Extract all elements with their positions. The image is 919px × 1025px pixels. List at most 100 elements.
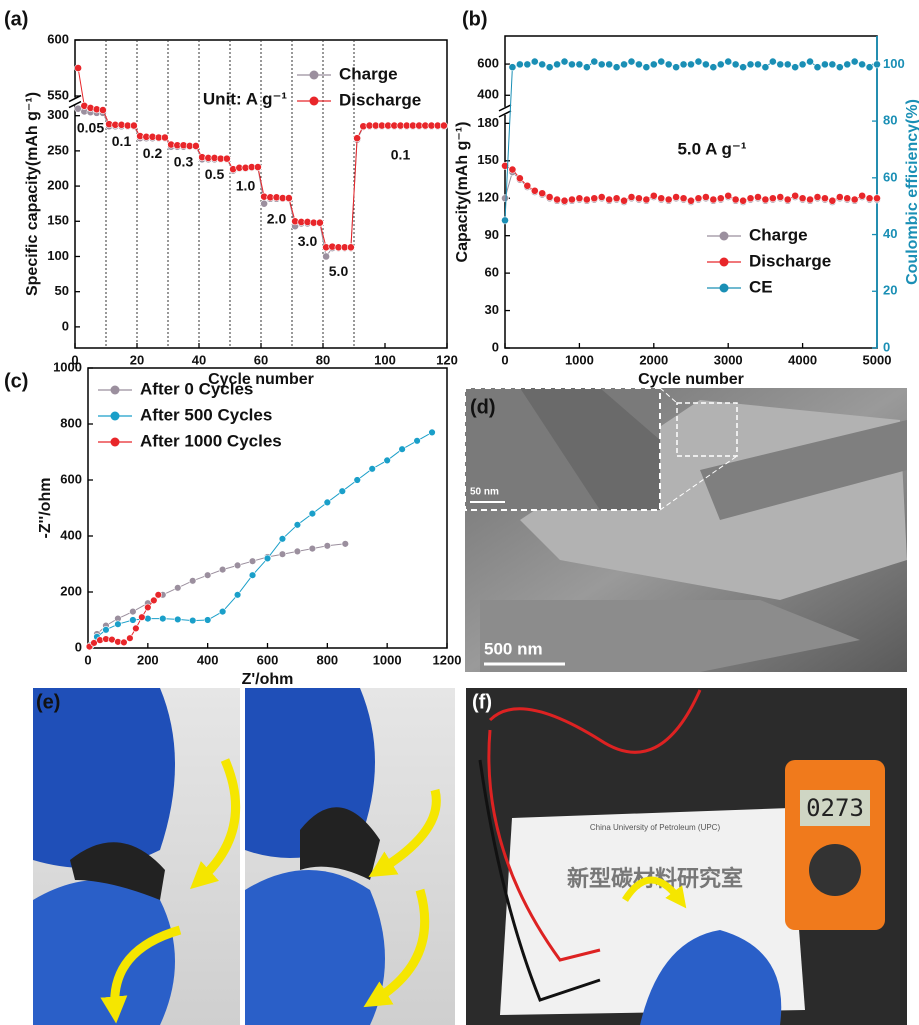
- data-point: [814, 64, 821, 71]
- data-point: [204, 617, 211, 624]
- data-point: [620, 61, 627, 68]
- data-point: [309, 545, 316, 552]
- data-point: [99, 106, 106, 113]
- data-point: [829, 61, 836, 68]
- data-point: [234, 591, 241, 598]
- y2-tick-label: 0: [883, 339, 890, 354]
- data-point: [204, 572, 211, 579]
- legend-label: Charge: [749, 225, 808, 244]
- series-line: [505, 166, 877, 201]
- data-point: [628, 58, 635, 65]
- x-tick-label: 3000: [714, 352, 743, 367]
- x-tick-label: 200: [137, 652, 159, 667]
- annotation: Unit: A g⁻¹: [203, 89, 288, 108]
- glove: [33, 880, 175, 1025]
- data-point: [144, 604, 151, 611]
- data-point: [665, 196, 672, 203]
- data-point: [739, 64, 746, 71]
- data-point: [873, 195, 880, 202]
- data-point: [613, 64, 620, 71]
- data-point: [717, 195, 724, 202]
- data-point: [777, 193, 784, 200]
- legend-marker: [111, 386, 120, 395]
- y-tick-label: 400: [60, 527, 82, 542]
- data-point: [598, 193, 605, 200]
- x-tick-label: 120: [436, 352, 458, 367]
- data-point: [150, 597, 157, 604]
- legend-label: Discharge: [339, 90, 421, 109]
- x-tick-label: 1000: [373, 652, 402, 667]
- legend-label: Discharge: [749, 251, 831, 270]
- data-point: [144, 615, 151, 622]
- data-point: [75, 64, 82, 71]
- data-point: [524, 182, 531, 189]
- y2-tick-label: 20: [883, 283, 897, 298]
- data-point: [509, 166, 516, 173]
- data-point: [399, 446, 406, 453]
- data-point: [844, 61, 851, 68]
- data-point: [132, 625, 139, 632]
- data-point: [546, 64, 553, 71]
- y-tick-label: 0: [62, 318, 69, 333]
- data-point: [814, 193, 821, 200]
- y-tick-label: 100: [47, 248, 69, 263]
- data-point: [347, 244, 354, 251]
- data-point: [799, 195, 806, 202]
- data-point: [710, 64, 717, 71]
- rate-label: 0.2: [143, 145, 163, 161]
- data-point: [777, 61, 784, 68]
- data-point: [665, 61, 672, 68]
- data-point: [650, 61, 657, 68]
- data-point: [219, 566, 226, 573]
- data-point: [673, 64, 680, 71]
- page: 50 nm 500 nm (d) (e) China University of…: [0, 0, 919, 1025]
- data-point: [369, 465, 376, 472]
- data-point: [687, 197, 694, 204]
- data-point: [501, 217, 508, 224]
- panel-label: (a): [4, 8, 28, 30]
- rate-label: 3.0: [298, 233, 318, 249]
- data-point: [121, 639, 128, 646]
- legend-marker: [720, 258, 729, 267]
- data-point: [702, 193, 709, 200]
- data-point: [762, 196, 769, 203]
- data-point: [509, 64, 516, 71]
- panel-label: (c): [4, 370, 28, 392]
- y-tick-label: 30: [485, 302, 499, 317]
- data-point: [354, 135, 361, 142]
- data-point: [836, 64, 843, 71]
- legend-marker: [310, 71, 319, 80]
- data-point: [598, 61, 605, 68]
- data-point: [223, 155, 230, 162]
- data-point: [806, 196, 813, 203]
- data-point: [342, 540, 349, 547]
- data-point: [126, 635, 133, 642]
- data-point: [539, 190, 546, 197]
- y-tick-label: 250: [47, 142, 69, 157]
- y-tick-label: 800: [60, 415, 82, 430]
- data-point: [279, 535, 286, 542]
- data-point: [129, 608, 136, 615]
- glove: [33, 688, 175, 868]
- data-point: [658, 195, 665, 202]
- panel-label: (b): [462, 8, 488, 30]
- data-point: [606, 61, 613, 68]
- data-point: [792, 192, 799, 199]
- scale-bar: 500 nm: [484, 639, 543, 658]
- data-point: [516, 175, 523, 182]
- legend-marker: [720, 284, 729, 293]
- glove: [245, 870, 385, 1025]
- data-point: [680, 61, 687, 68]
- y2-tick-label: 40: [883, 226, 897, 241]
- data-point: [583, 64, 590, 71]
- y-tick-label: 400: [477, 87, 499, 102]
- data-point: [97, 637, 104, 644]
- y-tick-label: 90: [485, 227, 499, 242]
- data-point: [851, 196, 858, 203]
- data-point: [859, 192, 866, 199]
- data-point: [576, 61, 583, 68]
- data-point: [732, 196, 739, 203]
- data-point: [174, 584, 181, 591]
- rate-label: 5.0: [329, 263, 349, 279]
- data-point: [725, 192, 732, 199]
